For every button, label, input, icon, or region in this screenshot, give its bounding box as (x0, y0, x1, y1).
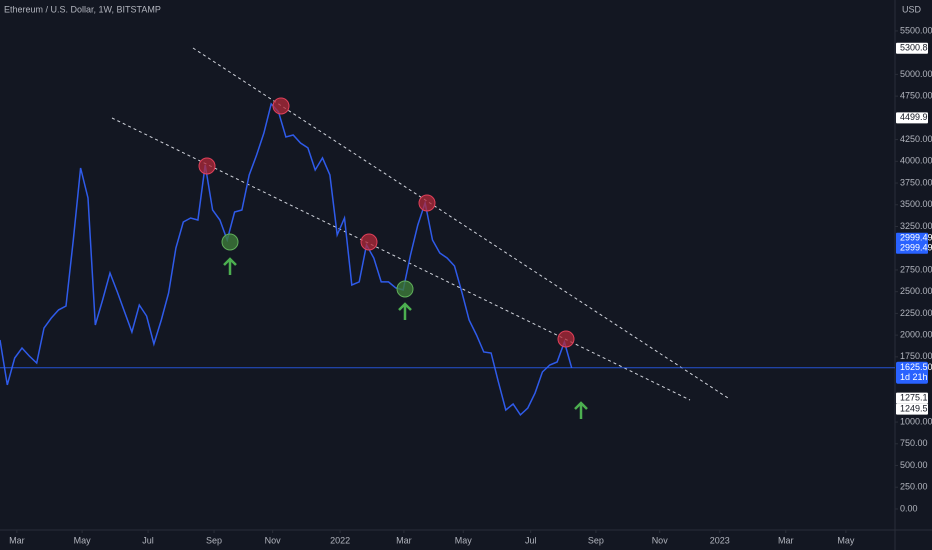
y-tick-label: 750.00 (900, 438, 928, 448)
y-tick-label: 5500.00 (900, 25, 932, 35)
price-label: 2999.49 (900, 243, 932, 253)
up-arrow (223, 257, 237, 275)
x-tick-label: Sep (588, 535, 604, 545)
low-marker (221, 233, 239, 251)
price-label: 4499.91 (900, 112, 932, 122)
y-tick-label: 4250.00 (900, 134, 932, 144)
y-tick-label: 2250.00 (900, 308, 932, 318)
chart-title: Ethereum / U.S. Dollar, 1W, BITSTAMP (4, 4, 161, 14)
y-axis-label: USD (902, 4, 922, 14)
high-marker (418, 194, 436, 212)
price-label: 2999.49 (900, 233, 932, 243)
markers (198, 97, 588, 419)
low-marker (396, 280, 414, 298)
y-tick-label: 2750.00 (900, 264, 932, 274)
price-label: 1275.19 (900, 393, 932, 403)
trendline (192, 47, 729, 399)
x-tick-label: Sep (206, 535, 222, 545)
y-tick-label: 2500.00 (900, 286, 932, 296)
high-marker (272, 97, 290, 115)
x-tick-label: 2022 (330, 535, 350, 545)
y-tick-label: 1000.00 (900, 416, 932, 426)
y-tick-label: 500.00 (900, 460, 928, 470)
price-label-box (896, 112, 928, 124)
x-tick-label: Mar (396, 535, 412, 545)
x-tick-label: Nov (652, 535, 669, 545)
x-tick-label: May (455, 535, 473, 545)
x-tick-label: May (837, 535, 855, 545)
y-tick-label: 4000.00 (900, 156, 932, 166)
price-label-box (896, 232, 928, 244)
high-marker (360, 233, 378, 251)
y-tick-label: 3500.00 (900, 199, 932, 209)
x-tick-label: Nov (265, 535, 282, 545)
high-marker (198, 157, 216, 175)
y-tick-label: 2000.00 (900, 330, 932, 340)
price-label-box (896, 42, 928, 54)
x-tick-label: 2023 (710, 535, 730, 545)
last-price-box (896, 361, 928, 384)
price-label-box (896, 392, 928, 404)
up-arrow (574, 401, 588, 419)
y-tick-label: 3750.00 (900, 177, 932, 187)
countdown-label: 1d 21h (900, 372, 928, 382)
up-arrow (398, 302, 412, 320)
x-tick-label: Jul (142, 535, 154, 545)
last-price-label: 1625.50 (900, 362, 932, 372)
price-line (0, 102, 573, 417)
x-tick-label: Mar (9, 535, 25, 545)
y-tick-label: 5000.00 (900, 69, 932, 79)
x-tick-label: Mar (778, 535, 794, 545)
price-label: 1249.51 (900, 404, 932, 414)
price-label-box (896, 403, 928, 415)
y-tick-label: 3250.00 (900, 221, 932, 231)
y-tick-label: 0.00 (900, 503, 918, 513)
y-tick-label: 4750.00 (900, 91, 932, 101)
high-marker (557, 330, 575, 348)
x-tick-label: May (74, 535, 92, 545)
price-label: 5300.88 (900, 43, 932, 53)
y-tick-label: 250.00 (900, 482, 928, 492)
y-tick-label: 1750.00 (900, 351, 932, 361)
trendline (111, 117, 691, 401)
price-label-box (896, 242, 928, 254)
x-tick-label: Jul (525, 535, 537, 545)
